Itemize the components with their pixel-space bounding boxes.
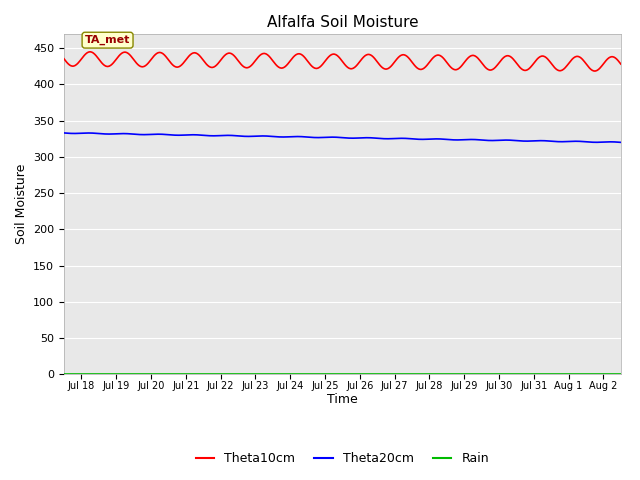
- Y-axis label: Soil Moisture: Soil Moisture: [15, 164, 28, 244]
- Text: TA_met: TA_met: [85, 35, 131, 45]
- X-axis label: Time: Time: [327, 394, 358, 407]
- Legend: Theta10cm, Theta20cm, Rain: Theta10cm, Theta20cm, Rain: [191, 447, 494, 470]
- Title: Alfalfa Soil Moisture: Alfalfa Soil Moisture: [267, 15, 418, 30]
